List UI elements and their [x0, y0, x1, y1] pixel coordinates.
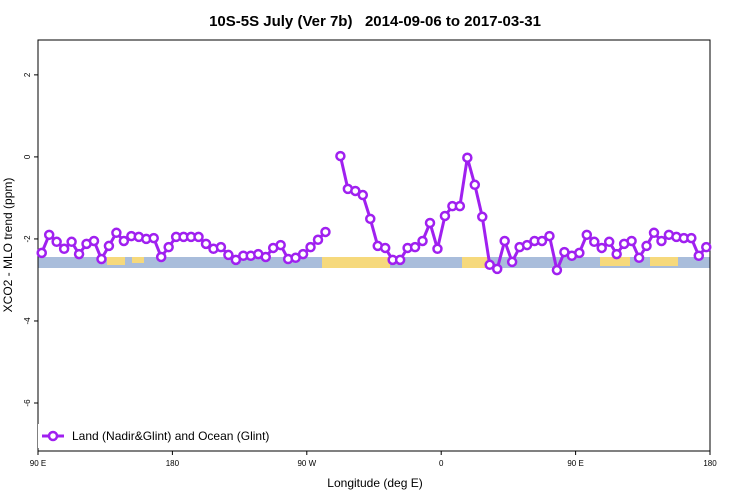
data-point — [656, 235, 667, 247]
data-point — [589, 236, 600, 248]
data-point — [357, 189, 369, 201]
data-point — [88, 235, 100, 247]
data-point — [536, 235, 548, 247]
y-axis-label: XCO2 - MLO trend (ppm) — [1, 178, 15, 313]
y-tick-label: 2 — [23, 72, 32, 77]
data-point — [379, 242, 391, 254]
data-point — [73, 248, 85, 260]
data-point — [275, 239, 286, 251]
data-point — [417, 235, 428, 247]
data-point — [350, 185, 361, 197]
data-point — [521, 239, 533, 251]
y-tick-label: -4 — [23, 317, 32, 325]
legend-label: Land (Nadir&Glint) and Ocean (Glint) — [72, 429, 269, 443]
data-point — [686, 232, 697, 244]
y-tick-label: 0 — [23, 154, 32, 159]
data-point — [477, 211, 488, 223]
data-point — [424, 217, 436, 229]
data-point — [626, 235, 637, 247]
data-point — [148, 232, 159, 244]
y-tick-label: -2 — [23, 235, 32, 243]
data-point — [118, 235, 130, 247]
data-point — [454, 200, 466, 212]
data-point — [365, 213, 376, 225]
data-point — [51, 236, 62, 248]
data-point — [297, 248, 309, 260]
data-point — [260, 251, 271, 263]
data-point — [499, 235, 510, 247]
x-axis-label: Longitude (deg E) — [327, 476, 422, 490]
x-tick-label: 180 — [703, 459, 717, 468]
data-point — [648, 227, 660, 239]
data-point — [163, 241, 174, 253]
data-point — [312, 234, 324, 246]
data-point — [491, 263, 503, 275]
y-tick-label: -6 — [23, 399, 32, 407]
data-point — [439, 210, 451, 222]
data-point — [103, 240, 115, 252]
data-point — [701, 241, 712, 253]
series-line — [40, 155, 708, 276]
data-point — [36, 247, 47, 259]
data-point — [200, 238, 212, 250]
data-point — [603, 236, 615, 248]
data-point — [305, 241, 316, 253]
data-point — [215, 241, 227, 253]
x-tick-label: 90 W — [297, 459, 316, 468]
data-point — [641, 240, 652, 252]
data-point — [574, 247, 585, 259]
data-point — [394, 254, 406, 266]
data-point — [611, 248, 622, 260]
x-tick-label: 180 — [166, 459, 180, 468]
data-point — [506, 256, 518, 268]
data-point — [58, 243, 70, 255]
x-tick-label: 90 E — [30, 459, 46, 468]
data-point — [43, 229, 55, 241]
data-point — [320, 226, 331, 238]
data-point — [432, 243, 443, 255]
legend — [38, 424, 288, 448]
x-tick-label: 0 — [439, 459, 444, 468]
data-point — [484, 259, 495, 271]
data-point — [193, 231, 204, 243]
data-point — [596, 242, 607, 254]
map-strip — [38, 257, 710, 268]
x-tick-label: 90 E — [567, 459, 583, 468]
data-point — [96, 253, 107, 265]
data-point — [693, 250, 705, 262]
data-point — [551, 264, 563, 276]
data-point — [633, 252, 645, 264]
legend-marker — [47, 430, 59, 442]
data-point — [462, 152, 473, 163]
data-point — [66, 236, 77, 248]
data-point — [409, 241, 421, 253]
data-point — [155, 251, 167, 263]
data-point — [230, 254, 242, 266]
data-point — [223, 249, 234, 261]
data-point — [469, 179, 481, 191]
data-point — [544, 230, 555, 242]
data-point — [111, 227, 122, 239]
data-point — [581, 229, 593, 241]
chart-title: 10S-5S July (Ver 7b) 2014-09-06 to 2017-… — [209, 13, 541, 30]
data-point — [335, 150, 346, 162]
